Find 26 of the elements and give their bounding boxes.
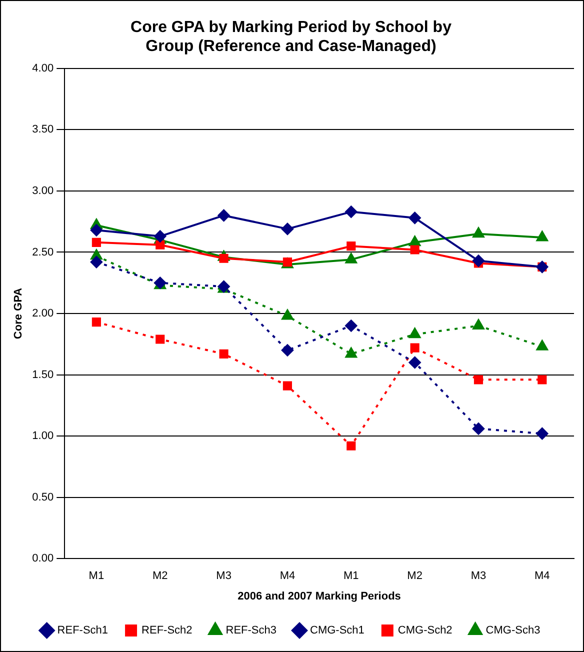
y-tick-label: 1.00	[32, 430, 54, 442]
legend-label: REF-Sch3	[226, 624, 277, 637]
legend-label: REF-Sch2	[142, 624, 192, 637]
x-tick-label: M1	[344, 570, 359, 582]
legend-label: CMG-Sch1	[310, 624, 364, 637]
legend-label: REF-Sch1	[57, 624, 108, 637]
y-tick-label: 2.00	[32, 308, 54, 320]
y-axis-title: Core GPA	[12, 288, 25, 340]
x-tick-label: M3	[216, 570, 232, 582]
x-tick-label: M2	[407, 570, 422, 582]
y-tick-label: 1.50	[32, 368, 54, 381]
x-tick-label: M3	[470, 570, 486, 582]
y-tick-label: 3.50	[32, 124, 54, 136]
legend-label: CMG-Sch2	[398, 624, 452, 637]
chart-title: Core GPA by Marking Period by School by Group (Reference and Case-Managed)	[130, 19, 452, 56]
x-tick-label: M2	[152, 570, 168, 582]
x-tick-label: M4	[280, 570, 296, 582]
y-tick-label: 0.50	[32, 491, 54, 504]
y-tick-label: 3.00	[32, 184, 54, 197]
legend-label: CMG-Sch3	[486, 624, 540, 637]
y-tick-label: 2.50	[32, 246, 54, 258]
x-tick-label: M4	[534, 570, 550, 582]
x-axis-title: 2006 and 2007 Marking Periods	[238, 590, 401, 602]
y-tick-label: 4.00	[32, 62, 54, 74]
x-tick-label: M1	[88, 570, 104, 582]
y-tick-label: 0.00	[32, 552, 54, 565]
